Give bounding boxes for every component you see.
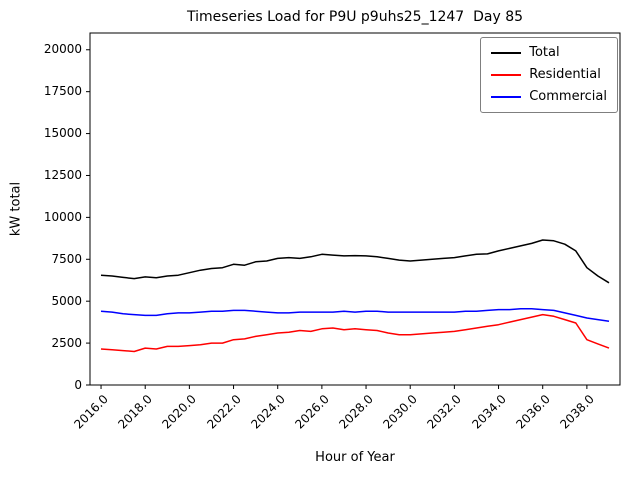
y-tick-label: 0	[74, 377, 82, 392]
y-tick-label: 20000	[43, 42, 82, 57]
y-tick-label: 15000	[43, 126, 82, 141]
y-tick-label: 17500	[43, 84, 82, 99]
legend-line-sample	[491, 52, 522, 54]
legend-line-sample	[491, 74, 522, 76]
series-line-total	[100, 239, 610, 284]
legend-label: Residential	[529, 67, 601, 82]
legend-entry-total: Total	[491, 45, 607, 61]
legend-label: Commercial	[529, 89, 607, 104]
legend-entry-residential: Residential	[491, 67, 607, 83]
y-tick-label: 12500	[43, 167, 82, 182]
y-tick-label: 5000	[51, 293, 82, 308]
series-line-commercial	[100, 307, 610, 323]
y-axis-label: kW total	[8, 181, 24, 237]
y-tick-label: 2500	[51, 335, 82, 350]
y-tick-label: 10000	[43, 209, 82, 224]
legend-line-sample	[491, 96, 522, 98]
legend: Total Residential Commercial	[480, 37, 618, 113]
chart-title: Timeseries Load for P9U p9uhs25_1247 Day…	[186, 9, 524, 25]
axes-spines	[89, 32, 621, 386]
y-tick-label: 7500	[51, 251, 82, 266]
series-line-residential	[100, 313, 610, 353]
legend-label: Total	[529, 45, 560, 60]
x-axis-label: Hour of Year	[315, 450, 395, 465]
legend-entry-commercial: Commercial	[491, 89, 607, 105]
